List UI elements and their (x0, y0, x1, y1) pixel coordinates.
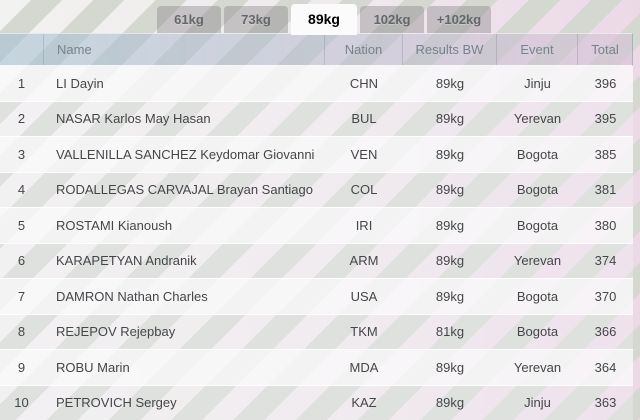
header-nation: Nation (324, 34, 402, 65)
event-cell: Bogota (516, 182, 559, 198)
rank-cell: 6 (17, 253, 26, 269)
name-cell: NASAR Karlos May Hasan (56, 111, 211, 127)
rank-cell: 8 (17, 324, 26, 340)
results-bw-cell: 89kg (435, 217, 465, 233)
name-cell: REJEPOV Rejepbay (56, 324, 176, 340)
rankings-table: Name Nation Results BW Event Total 1 LI … (0, 33, 633, 420)
results-bw-cell: 89kg (435, 395, 465, 411)
tab-102kg[interactable]: 102kg (360, 6, 424, 33)
results-bw-cell: 89kg (435, 253, 465, 269)
name-cell: RODALLEGAS CARVAJAL Brayan Santiago (56, 182, 313, 198)
rank-cell: 2 (17, 111, 26, 127)
table-row[interactable]: 6 KARAPETYAN Andranik ARM 89kg Yerevan 3… (0, 242, 633, 278)
table-header: Name Nation Results BW Event Total (0, 33, 633, 66)
name-cell: LI Dayin (56, 75, 104, 91)
table-row[interactable]: 10 PETROVICH Sergey KAZ 89kg Jinju 363 (0, 384, 633, 420)
total-cell: 364 (594, 359, 617, 375)
name-cell: ROBU Marin (56, 359, 130, 375)
tab-89kg[interactable]: 89kg (291, 4, 357, 35)
table-row[interactable]: 9 ROBU Marin MDA 89kg Yerevan 364 (0, 349, 633, 385)
total-cell: 374 (594, 253, 617, 269)
total-cell: 370 (594, 288, 617, 304)
table-row[interactable]: 5 ROSTAMI Kianoush IRI 89kg Bogota 380 (0, 207, 633, 243)
rank-cell: 1 (17, 75, 26, 91)
table-body: 1 LI Dayin CHN 89kg Jinju 396 2 NASAR Ka… (0, 66, 633, 420)
total-cell: 381 (594, 182, 617, 198)
event-cell: Bogota (516, 324, 559, 340)
name-cell: ROSTAMI Kianoush (56, 217, 173, 233)
rank-cell: 10 (14, 395, 29, 411)
results-bw-cell: 89kg (435, 146, 465, 162)
total-cell: 395 (594, 111, 617, 127)
results-bw-cell: 81kg (435, 324, 465, 340)
tab-61kg[interactable]: 61kg (157, 6, 221, 33)
rank-cell: 9 (17, 359, 26, 375)
nation-cell: IRI (355, 217, 373, 233)
table-row[interactable]: 8 REJEPOV Rejepbay TKM 81kg Bogota 366 (0, 313, 633, 349)
table-row[interactable]: 3 VALLENILLA SANCHEZ Keydomar Giovanni V… (0, 136, 633, 172)
rank-cell: 4 (17, 182, 26, 198)
total-cell: 385 (594, 146, 617, 162)
weight-class-tabs: 61kg 73kg 89kg 102kg +102kg (0, 0, 640, 35)
header-results-bw: Results BW (402, 34, 496, 65)
name-cell: PETROVICH Sergey (56, 395, 177, 411)
results-bw-cell: 89kg (435, 359, 465, 375)
header-total: Total (577, 34, 632, 65)
tab-73kg[interactable]: 73kg (224, 6, 288, 33)
nation-cell: CHN (349, 75, 379, 91)
total-cell: 380 (594, 217, 617, 233)
nation-cell: TKM (350, 324, 378, 340)
event-cell: Jinju (524, 75, 551, 91)
event-cell: Bogota (516, 288, 559, 304)
table-row[interactable]: 4 RODALLEGAS CARVAJAL Brayan Santiago CO… (0, 171, 633, 207)
rank-cell: 7 (17, 288, 26, 304)
name-cell: VALLENILLA SANCHEZ Keydomar Giovanni (56, 146, 315, 162)
table-row[interactable]: 7 DAMRON Nathan Charles USA 89kg Bogota … (0, 278, 633, 314)
event-cell: Yerevan (513, 111, 562, 127)
nation-cell: USA (350, 288, 378, 304)
rank-cell: 3 (17, 146, 26, 162)
nation-cell: COL (350, 182, 378, 198)
nation-cell: KAZ (351, 395, 377, 411)
total-cell: 366 (594, 324, 617, 340)
event-cell: Jinju (524, 395, 551, 411)
nation-cell: BUL (351, 111, 377, 127)
table-row[interactable]: 1 LI Dayin CHN 89kg Jinju 396 (0, 66, 633, 101)
header-event: Event (496, 34, 577, 65)
results-bw-cell: 89kg (435, 111, 465, 127)
name-cell: KARAPETYAN Andranik (56, 253, 197, 269)
header-name: Name (43, 34, 324, 65)
tab-plus-102kg[interactable]: +102kg (427, 6, 491, 33)
event-cell: Bogota (516, 146, 559, 162)
header-rank (0, 34, 43, 65)
nation-cell: ARM (349, 253, 379, 269)
nation-cell: MDA (349, 359, 379, 375)
total-cell: 363 (594, 395, 617, 411)
nation-cell: VEN (350, 146, 378, 162)
rank-cell: 5 (17, 217, 26, 233)
results-bw-cell: 89kg (435, 75, 465, 91)
event-cell: Bogota (516, 217, 559, 233)
event-cell: Yerevan (513, 253, 562, 269)
event-cell: Yerevan (513, 359, 562, 375)
total-cell: 396 (594, 75, 617, 91)
name-cell: DAMRON Nathan Charles (56, 288, 208, 304)
results-bw-cell: 89kg (435, 182, 465, 198)
results-bw-cell: 89kg (435, 288, 465, 304)
table-row[interactable]: 2 NASAR Karlos May Hasan BUL 89kg Yereva… (0, 100, 633, 136)
